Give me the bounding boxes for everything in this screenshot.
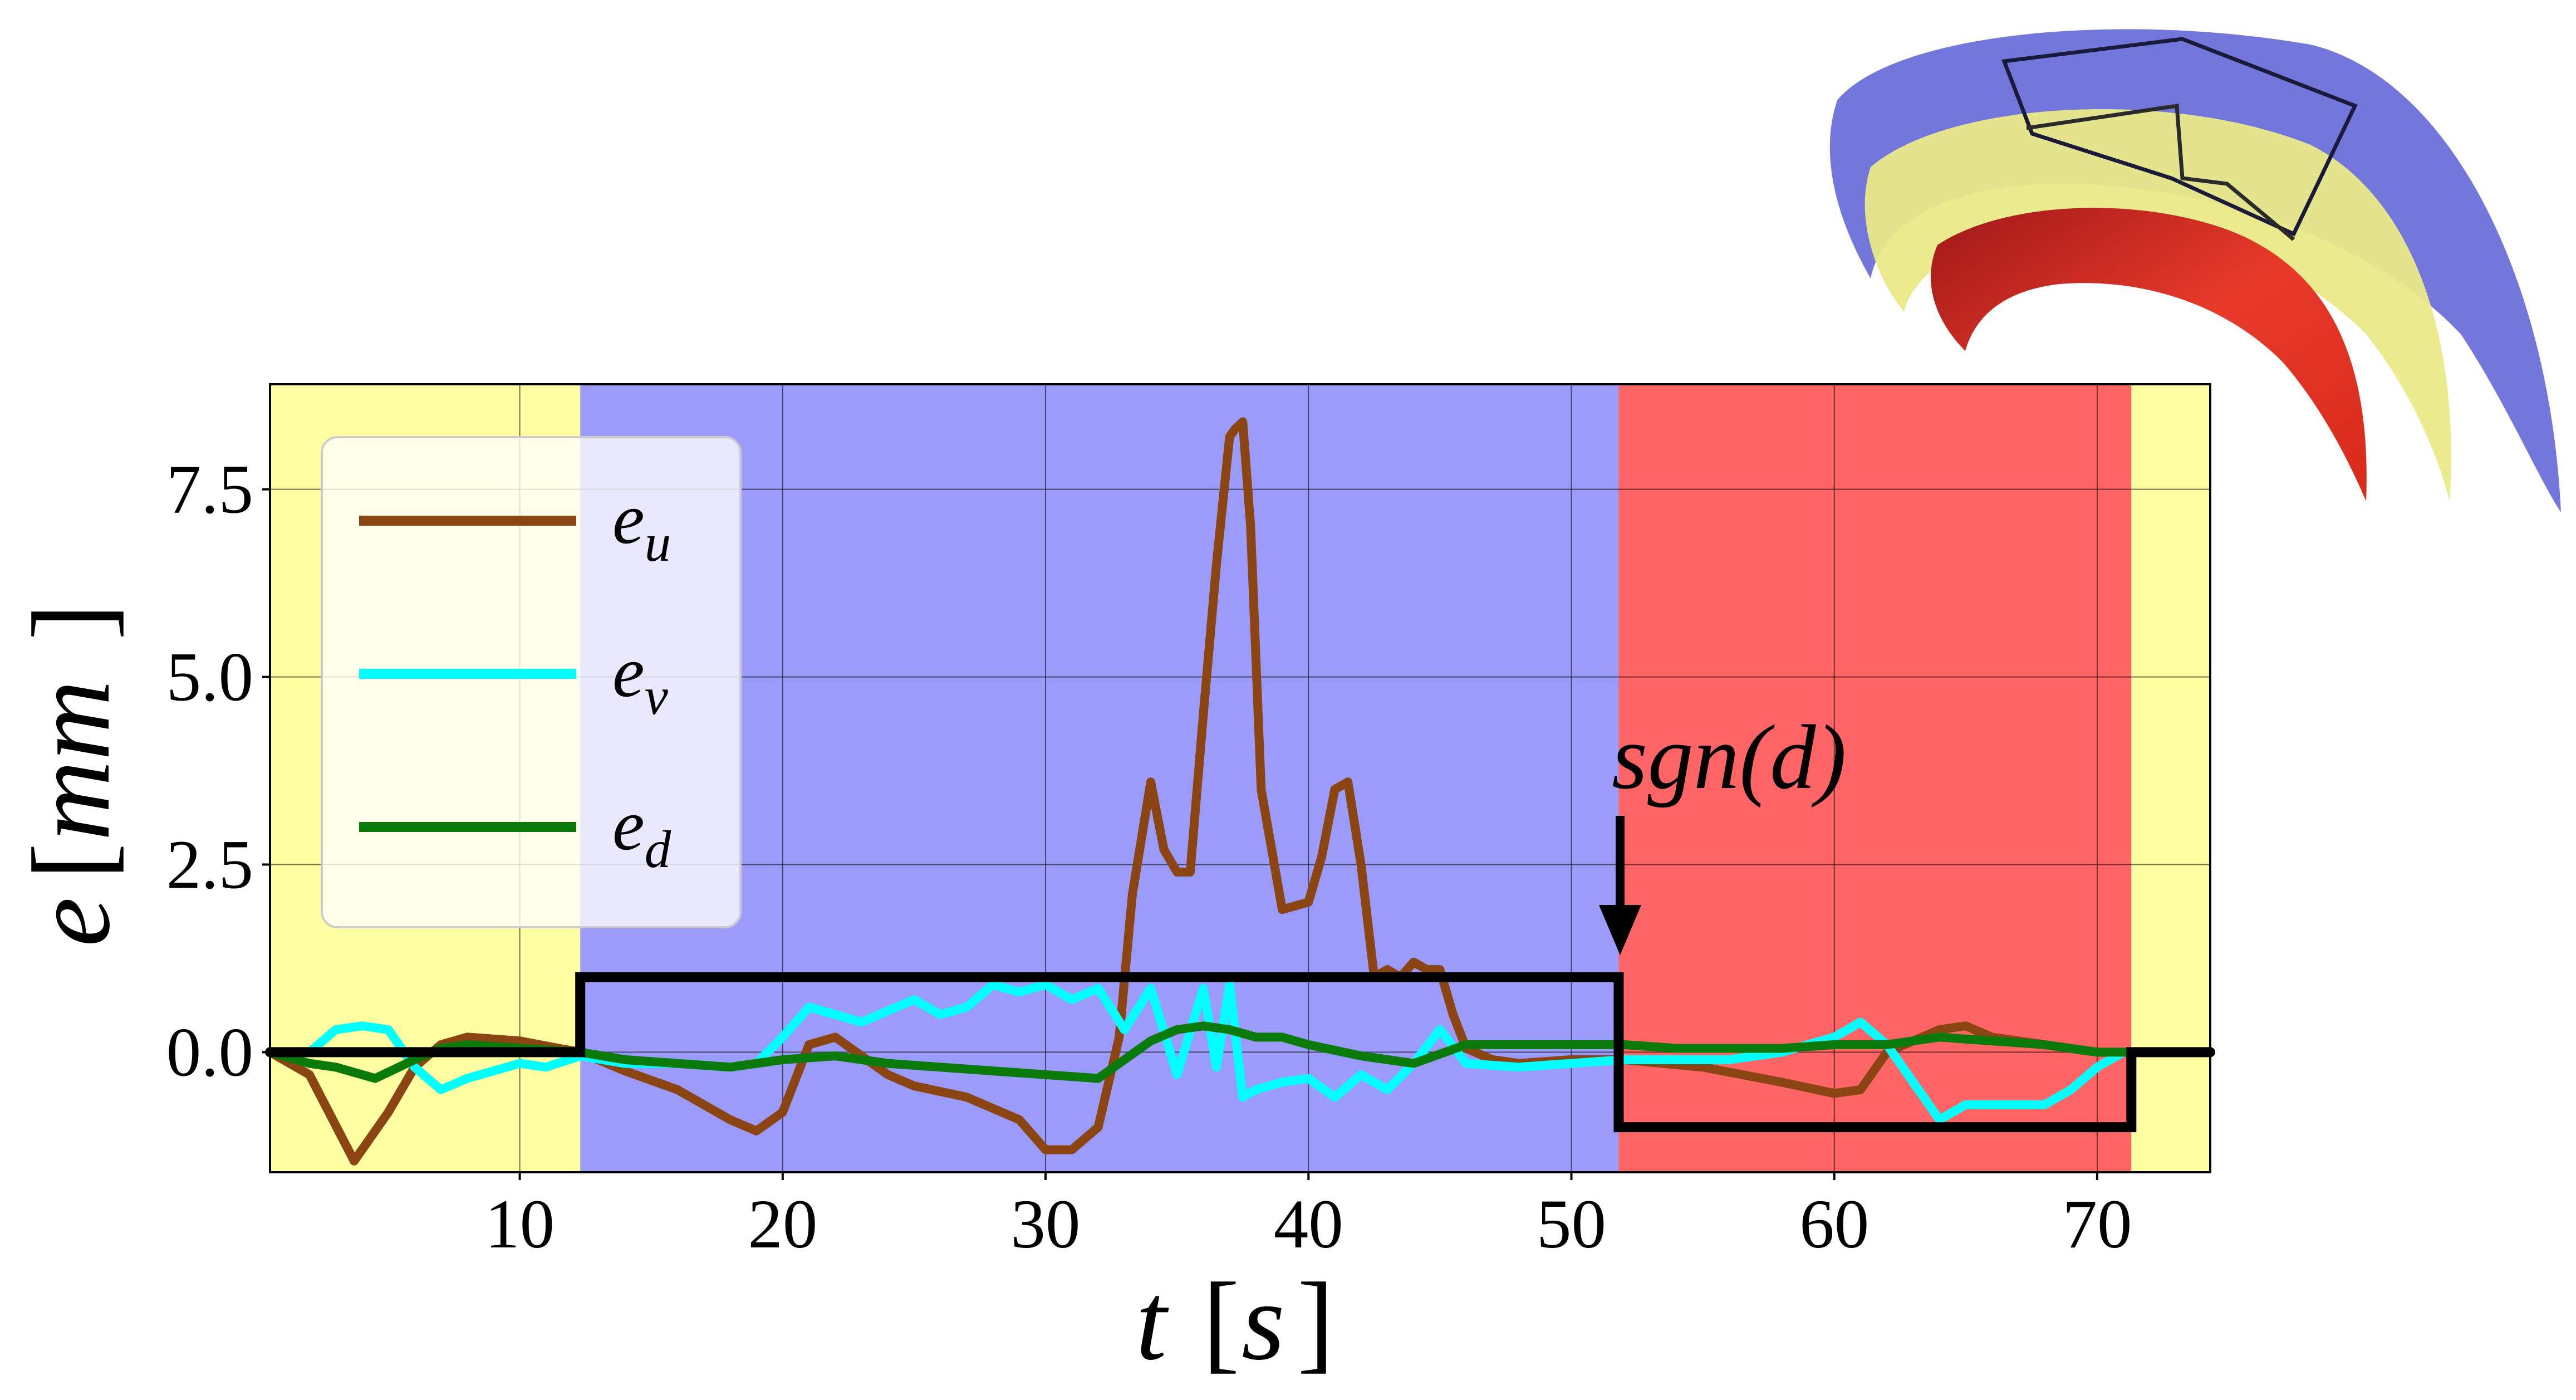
x-axis-var: t bbox=[1136, 1260, 1169, 1383]
y-axis-close-bracket: ] bbox=[10, 603, 133, 640]
x-tick-label: 10 bbox=[485, 1186, 555, 1263]
y-axis-var: e bbox=[10, 897, 133, 947]
x-tick-label: 70 bbox=[2062, 1186, 2132, 1263]
annotation-label: sgn(d) bbox=[1612, 706, 1847, 808]
y-tick-label: 5.0 bbox=[166, 639, 253, 716]
y-axis-label: e [ mm ] bbox=[10, 603, 133, 947]
x-axis-close-bracket: ] bbox=[1297, 1260, 1334, 1383]
y-tick-label: 0.0 bbox=[166, 1014, 253, 1091]
sgn-annotation: sgn(d) bbox=[1599, 706, 1847, 955]
series-e-u bbox=[266, 417, 2215, 1166]
x-tick-label: 30 bbox=[1011, 1186, 1081, 1263]
series-sgn-d bbox=[265, 972, 2215, 1133]
layered-shell-surfaces-icon bbox=[1829, 29, 2561, 512]
x-tick-label: 50 bbox=[1537, 1186, 1606, 1263]
x-axis-open-bracket: [ bbox=[1203, 1260, 1240, 1383]
annotation-arrow-head bbox=[1599, 905, 1641, 955]
y-axis-open-bracket: [ bbox=[10, 843, 133, 880]
y-tick-label: 2.5 bbox=[166, 826, 253, 903]
axes-frame bbox=[269, 383, 2211, 1173]
y-axis-unit: mm bbox=[10, 680, 133, 841]
x-tick-label: 40 bbox=[1274, 1186, 1343, 1263]
x-axis-label: t [ s ] bbox=[1136, 1260, 1334, 1383]
legend-box bbox=[321, 436, 742, 928]
y-tick-label: 7.5 bbox=[166, 452, 253, 528]
region-4 bbox=[2131, 384, 2210, 1172]
x-tick-label: 60 bbox=[1799, 1186, 1869, 1263]
x-axis-unit: s bbox=[1242, 1260, 1285, 1383]
x-tick-label: 20 bbox=[748, 1186, 817, 1263]
